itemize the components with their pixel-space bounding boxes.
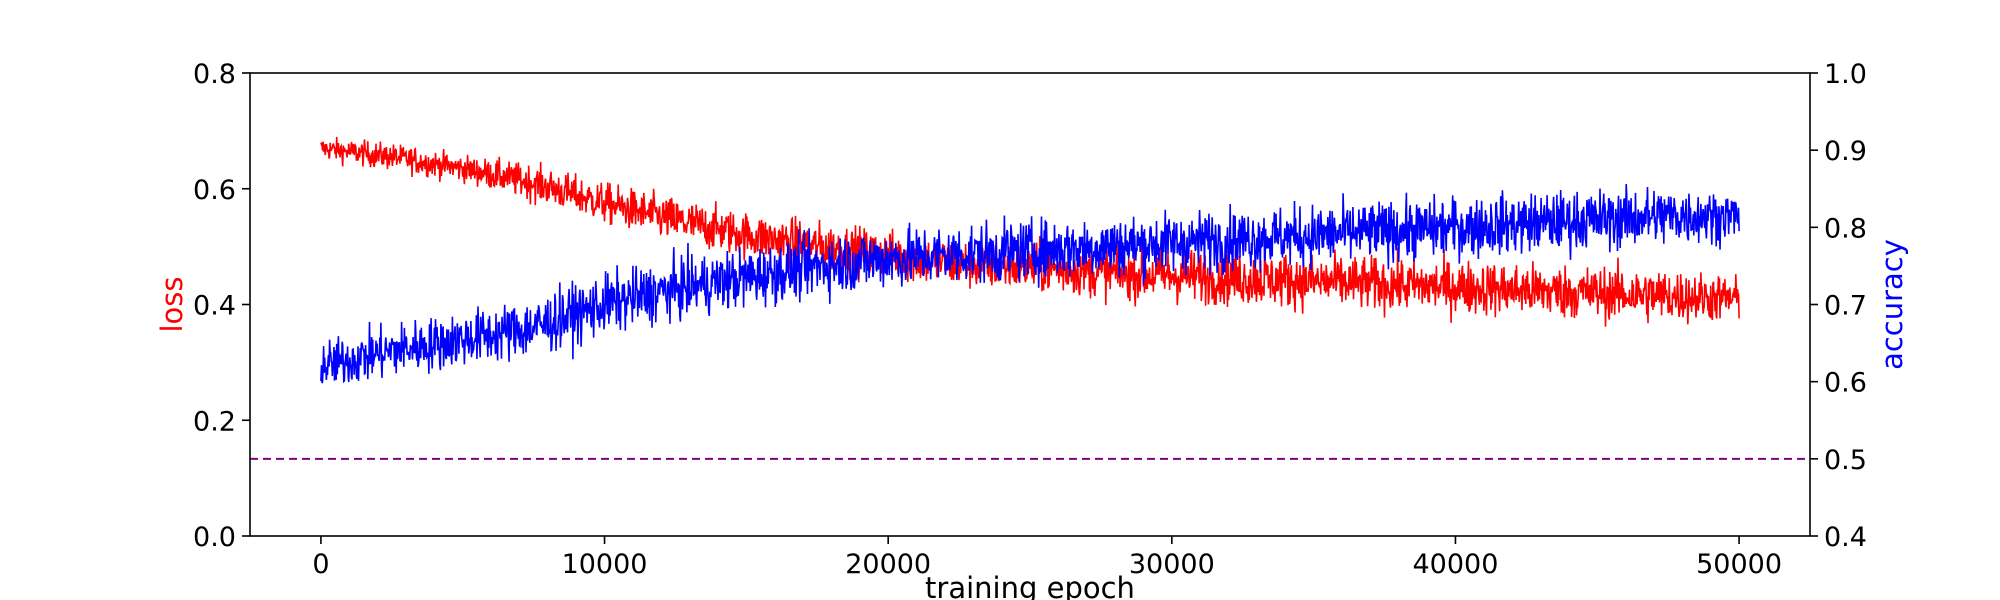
x-tick-label: 40000: [1413, 549, 1499, 580]
y-axis-left-label: loss: [155, 276, 189, 332]
y-left-tick-label: 0.6: [193, 175, 236, 206]
x-axis-label: training epoch: [925, 571, 1135, 600]
y-right-tick-label: 0.8: [1824, 213, 1867, 244]
series-layer: [320, 136, 1740, 384]
y-axis-left: 0.0 0.2 0.4 0.6 0.8: [193, 59, 250, 553]
y-right-tick-label: 0.5: [1824, 445, 1867, 476]
y-left-tick-label: 0.4: [193, 291, 236, 322]
x-tick-label: 0: [312, 549, 329, 580]
y-left-tick-label: 0.2: [193, 406, 236, 437]
y-left-tick-label: 0.0: [193, 522, 236, 553]
y-right-tick-label: 0.4: [1824, 522, 1867, 553]
y-right-tick-label: 0.7: [1824, 291, 1867, 322]
y-axis-right-label: accuracy: [1875, 239, 1909, 370]
x-tick-label: 50000: [1696, 549, 1782, 580]
x-tick-label: 20000: [845, 549, 931, 580]
x-axis: 0 10000 20000 30000 40000 50000: [312, 536, 1782, 580]
accuracy-series-line: [320, 184, 1740, 384]
y-right-tick-label: 1.0: [1824, 59, 1867, 90]
x-tick-label: 10000: [562, 549, 648, 580]
y-right-tick-label: 0.6: [1824, 368, 1867, 399]
y-left-tick-label: 0.8: [193, 59, 236, 90]
y-axis-right: 0.4 0.5 0.6 0.7 0.8 0.9 1.0: [1810, 59, 1867, 553]
loss-series-line: [320, 136, 1740, 327]
y-right-tick-label: 0.9: [1824, 136, 1867, 167]
x-tick-label: 30000: [1129, 549, 1215, 580]
